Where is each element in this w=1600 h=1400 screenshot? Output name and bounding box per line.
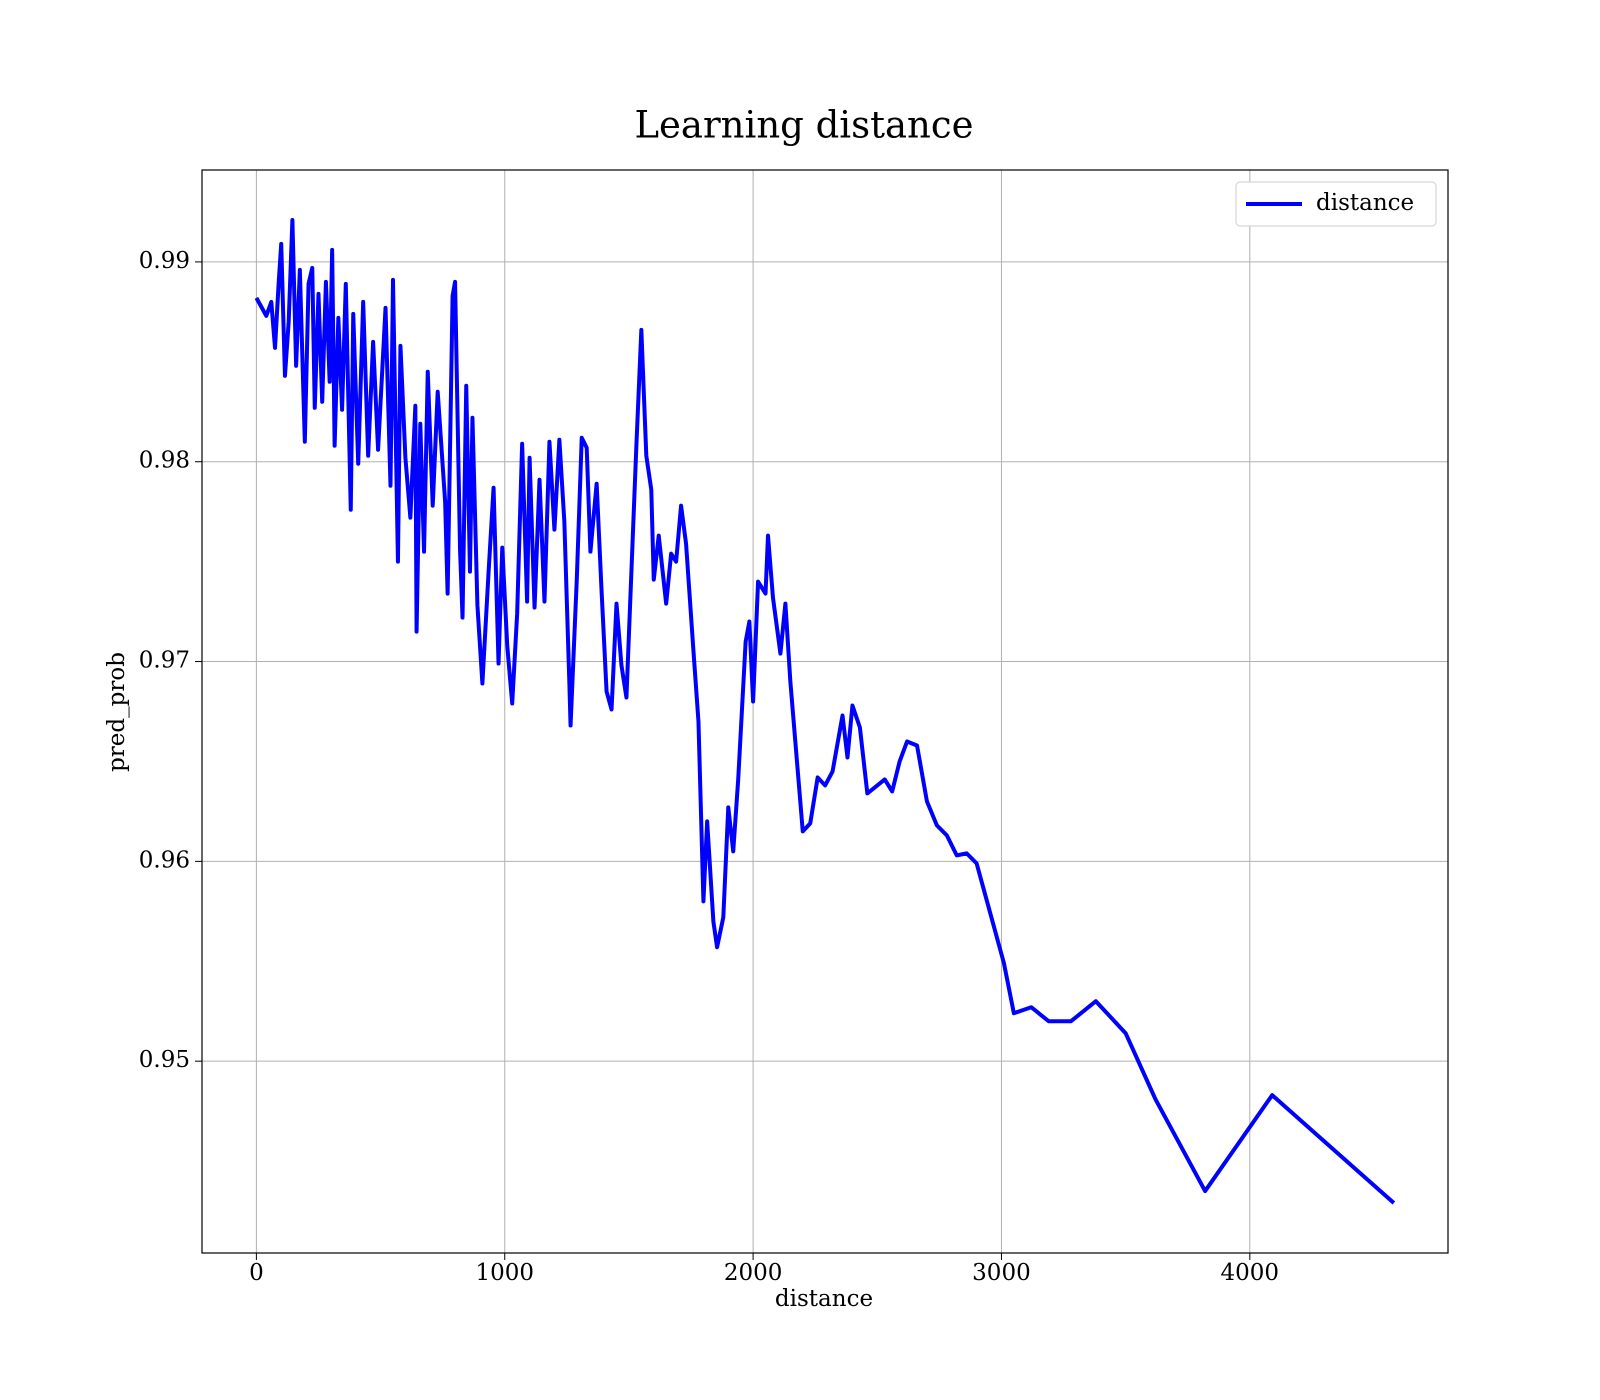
y-axis-label: pred_prob (104, 652, 130, 772)
plot-frame (201, 169, 1449, 1254)
y-tick-label: 0.97 (139, 648, 190, 674)
x-tick-label: 1000 (475, 1260, 534, 1286)
data-line (254, 217, 1396, 1205)
x-tick-label: 0 (249, 1260, 264, 1286)
chart-title: Learning distance (634, 104, 973, 147)
legend-box (1235, 181, 1437, 227)
x-axis-label: distance (775, 1286, 873, 1312)
y-tick-label: 0.95 (139, 1047, 190, 1073)
y-tick-label: 0.96 (139, 847, 190, 873)
x-tick-label: 4000 (1221, 1260, 1280, 1286)
legend-label: distance (1316, 190, 1414, 216)
y-tick-label: 0.99 (139, 248, 190, 274)
x-tick-label: 3000 (972, 1260, 1031, 1286)
y-tick-label: 0.98 (139, 448, 190, 474)
x-tick-label: 2000 (724, 1260, 783, 1286)
